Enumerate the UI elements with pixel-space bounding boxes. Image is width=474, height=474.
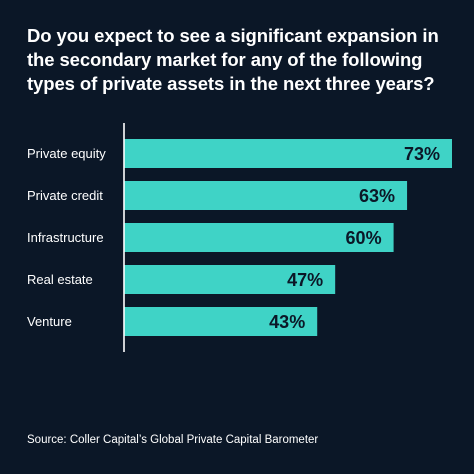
value-label: 60% <box>346 228 382 248</box>
bar-chart: Private equity 73% Private credit 63% Infras… <box>27 123 452 352</box>
bars-layer: Private equity 73% Private credit 63% Infras… <box>27 139 452 336</box>
category-label: Real estate <box>27 272 93 287</box>
bar <box>124 223 394 252</box>
value-label: 47% <box>287 270 323 290</box>
category-label: Venture <box>27 314 72 329</box>
value-label: 63% <box>359 186 395 206</box>
source-note: Source: Coller Capital’s Global Private … <box>27 434 319 446</box>
category-label: Private equity <box>27 146 106 161</box>
value-label: 73% <box>404 144 440 164</box>
category-label: Private credit <box>27 188 103 203</box>
bar <box>124 307 318 336</box>
value-label: 43% <box>269 312 305 332</box>
bar <box>124 139 452 168</box>
category-label: Infrastructure <box>27 230 104 245</box>
bar <box>124 181 408 210</box>
chart-title: Do you expect to see a significant expan… <box>27 25 439 94</box>
bar <box>124 265 336 294</box>
